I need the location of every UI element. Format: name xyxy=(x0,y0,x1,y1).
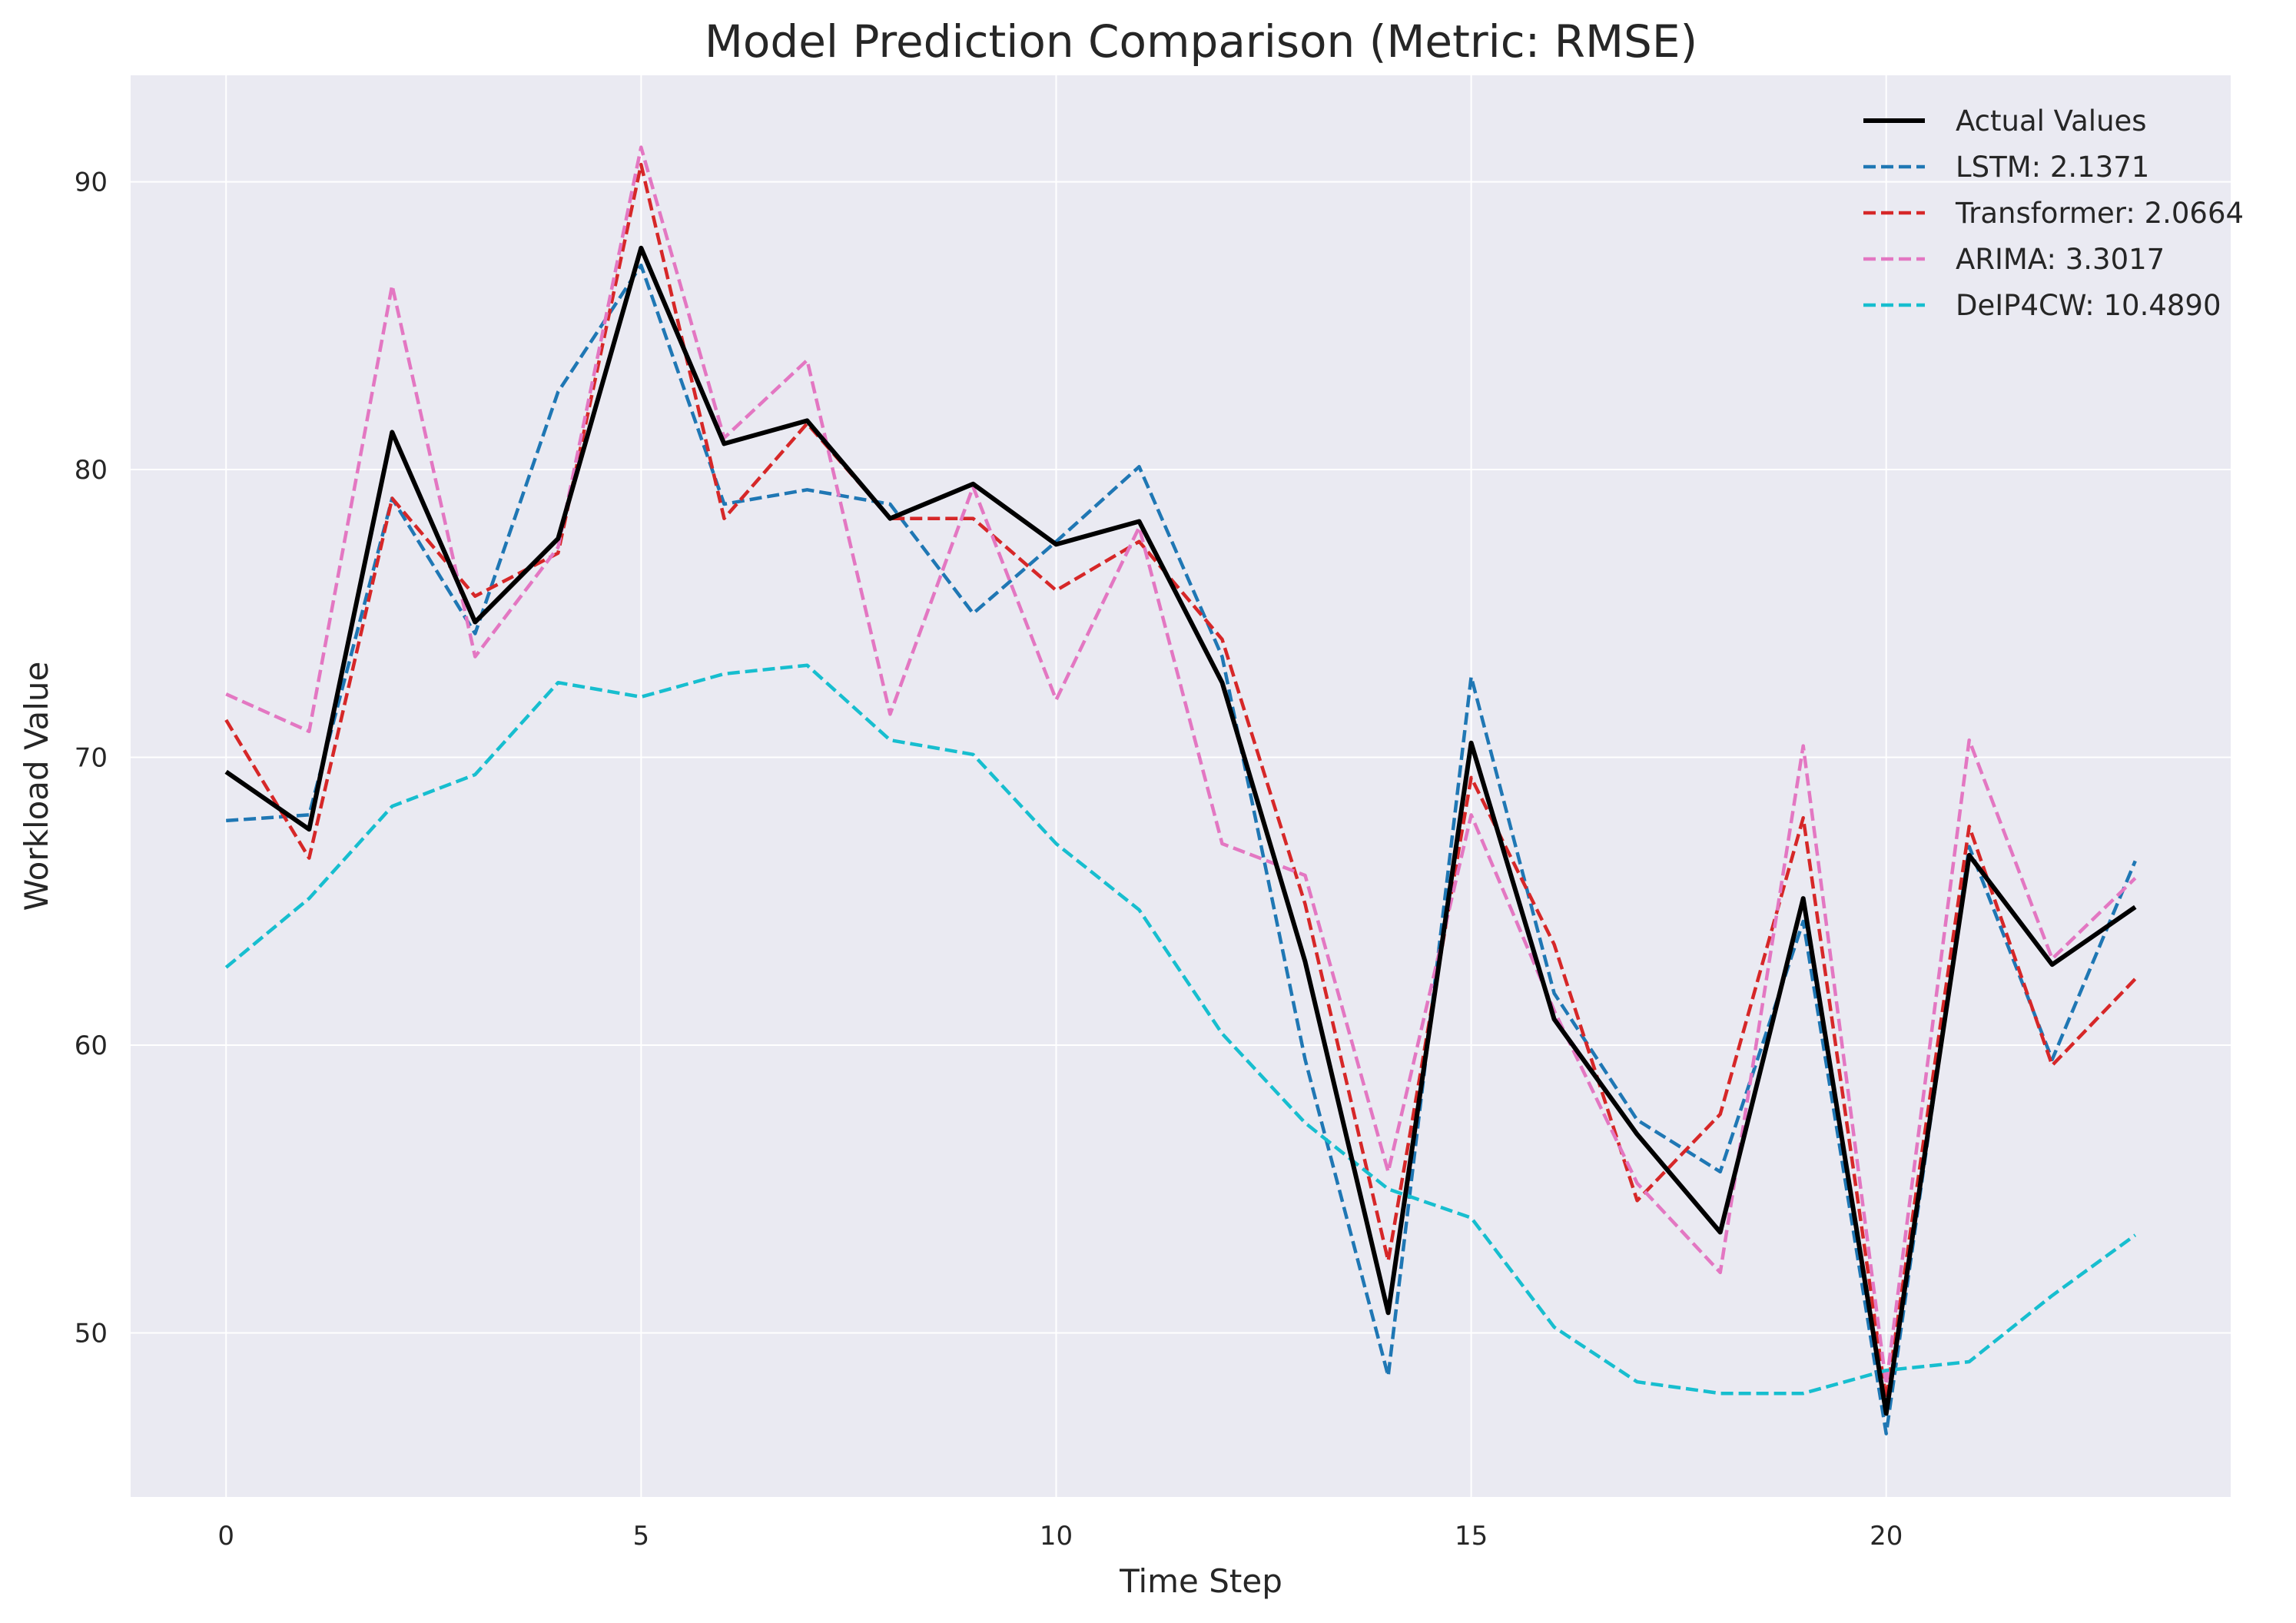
y-tick-label: 60 xyxy=(75,1031,108,1061)
x-axis-label: Time Step xyxy=(1119,1562,1282,1600)
y-axis-ticks: 50 60 70 80 90 xyxy=(75,168,108,1349)
legend-label-lstm: LSTM: 2.1371 xyxy=(1956,151,2149,184)
y-axis-label: Workload Value xyxy=(18,662,55,911)
y-tick-label: 70 xyxy=(75,743,108,774)
y-tick-label: 50 xyxy=(75,1319,108,1349)
chart-title: Model Prediction Comparison (Metric: RMS… xyxy=(705,15,1697,68)
x-tick-label: 5 xyxy=(633,1521,650,1552)
y-tick-label: 80 xyxy=(75,455,108,486)
x-tick-label: 0 xyxy=(217,1521,234,1552)
plot-area xyxy=(131,75,2231,1497)
x-axis-ticks: 0 5 10 15 20 xyxy=(217,1521,1903,1552)
series-line-deip4cw xyxy=(224,663,2137,1396)
series-line-actual-values xyxy=(224,245,2137,1416)
x-tick-label: 15 xyxy=(1455,1521,1488,1552)
series-layer xyxy=(224,145,2137,1435)
series-line-lstm xyxy=(226,263,2137,1435)
x-tick-label: 10 xyxy=(1040,1521,1073,1552)
series-line-transformer xyxy=(224,162,2137,1401)
x-tick-label: 20 xyxy=(1870,1521,1903,1552)
series-line-arima xyxy=(225,145,2137,1387)
legend-label-arima: ARIMA: 3.3017 xyxy=(1956,243,2165,276)
legend-label-deip4cw: DeIP4CW: 10.4890 xyxy=(1956,289,2221,322)
legend-label-transformer: Transformer: 2.0664 xyxy=(1955,197,2244,230)
legend: Actual Values LSTM: 2.1371 Transformer: 2.… xyxy=(1863,105,2244,322)
y-tick-label: 90 xyxy=(75,168,108,198)
grid xyxy=(131,75,2231,1497)
legend-label-actual-values: Actual Values xyxy=(1956,105,2147,138)
